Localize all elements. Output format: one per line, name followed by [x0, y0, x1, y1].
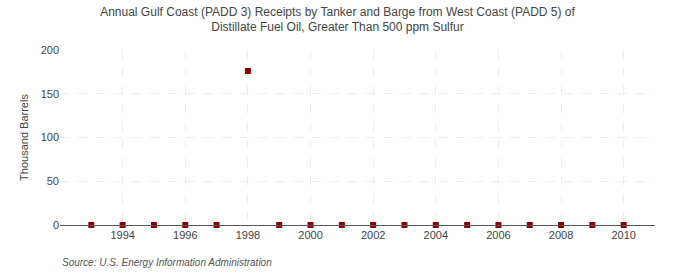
svg-text:2004: 2004 [424, 229, 448, 241]
svg-text:2010: 2010 [611, 229, 635, 241]
svg-text:2000: 2000 [298, 229, 322, 241]
svg-text:Annual Gulf Coast (PADD 3) Rec: Annual Gulf Coast (PADD 3) Receipts by T… [100, 5, 575, 35]
svg-text:1996: 1996 [173, 229, 197, 241]
svg-text:2008: 2008 [549, 229, 573, 241]
svg-text:2002: 2002 [361, 229, 385, 241]
svg-text:Source: U.S. Energy Informatio: Source: U.S. Energy Information Administ… [62, 257, 272, 268]
svg-text:50: 50 [47, 175, 59, 187]
svg-text:2006: 2006 [486, 229, 510, 241]
svg-text:1998: 1998 [236, 229, 260, 241]
svg-text:Thousand Barrels: Thousand Barrels [18, 94, 30, 181]
svg-text:150: 150 [41, 88, 59, 100]
svg-text:100: 100 [41, 131, 59, 143]
svg-text:0: 0 [53, 219, 59, 231]
svg-text:1994: 1994 [110, 229, 134, 241]
svg-text:200: 200 [41, 44, 59, 56]
